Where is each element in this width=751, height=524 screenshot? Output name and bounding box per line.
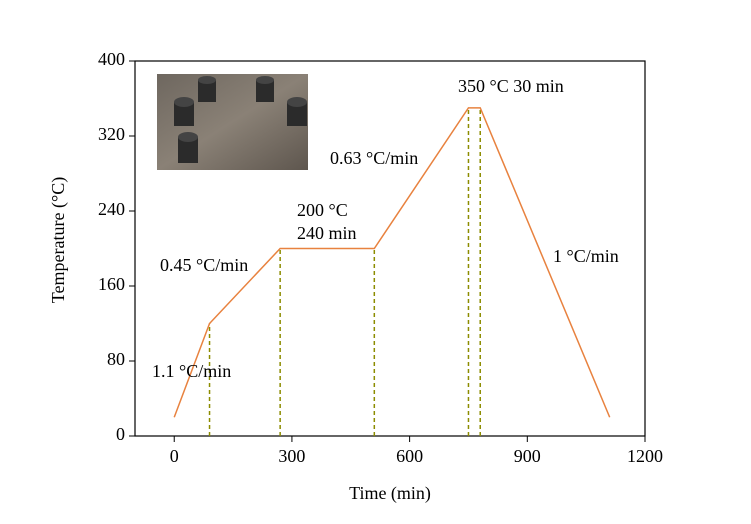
y-tick-label: 0	[116, 424, 125, 444]
x-tick-label: 300	[278, 446, 305, 466]
temperature-line	[173, 107, 611, 418]
annotation: 240 min	[297, 223, 357, 243]
x-axis-title: Time (min)	[349, 483, 431, 504]
plot-frame	[134, 60, 646, 437]
annotation: 1.1 °C/min	[152, 361, 231, 381]
x-tick-label: 600	[396, 446, 423, 466]
annotation: 350 °C 30 min	[458, 76, 564, 96]
x-tick-label: 1200	[627, 446, 663, 466]
y-tick-label: 320	[98, 124, 125, 144]
annotation: 0.63 °C/min	[330, 148, 418, 168]
y-tick-label: 80	[107, 349, 125, 369]
y-tick-label: 240	[98, 199, 125, 219]
x-tick-label: 900	[514, 446, 541, 466]
y-axis-title: Temperature (°C)	[48, 177, 69, 303]
y-tick-label: 400	[98, 49, 125, 69]
y-tick-label: 160	[98, 274, 125, 294]
x-tick-label: 0	[170, 446, 179, 466]
annotation: 0.45 °C/min	[160, 255, 248, 275]
inset-photo	[157, 74, 308, 170]
annotation: 1 °C/min	[553, 246, 619, 266]
annotation: 200 °C	[297, 200, 348, 220]
